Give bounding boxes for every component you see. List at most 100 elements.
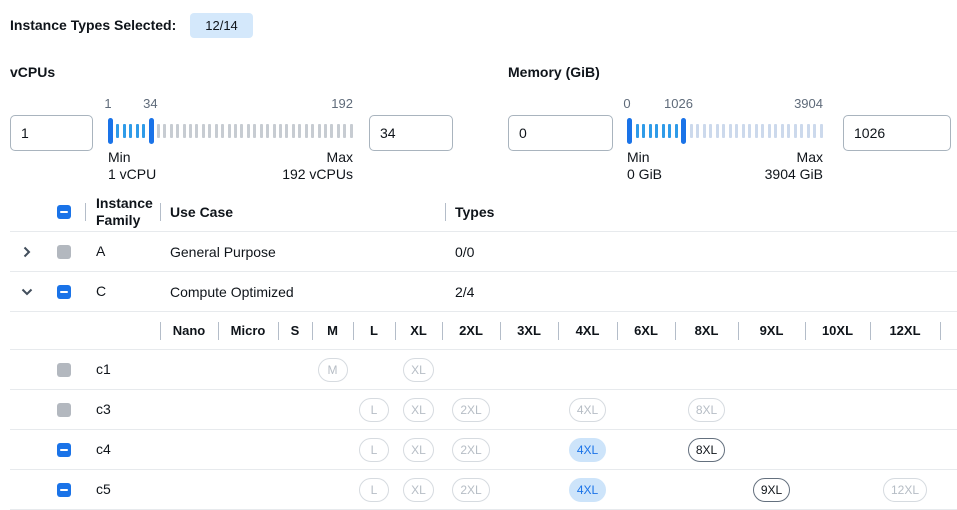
slider-tick (285, 124, 289, 138)
size-pill: 4XL (568, 397, 607, 422)
size-slot: 2XL (442, 390, 500, 429)
slider-tick (129, 124, 133, 138)
slider-tick (266, 124, 270, 138)
row-checkbox-cell (44, 284, 85, 299)
types-count: 2/4 (455, 283, 475, 300)
slider-tick (661, 124, 665, 138)
slider-handle-min[interactable] (627, 118, 632, 144)
slider-tick (806, 124, 810, 138)
memory-slider[interactable]: 0 1026 3904 Min 0 GiB Max 3904 GiB (623, 96, 823, 183)
size-slot (442, 350, 500, 389)
slider-tick (163, 124, 167, 138)
memory-filter: Memory (GiB) 0 1026 3904 Min 0 GiB (508, 64, 951, 183)
size-slot (278, 430, 312, 469)
use-case-column-header: Use Case (160, 204, 445, 220)
slider-tick (214, 124, 218, 138)
size-pill[interactable]: 9XL (752, 477, 791, 502)
row-checkbox-disabled (57, 362, 71, 377)
slider-handle-min[interactable] (108, 118, 113, 144)
slider-tick (330, 124, 334, 138)
vcpu-slider-labels: 1 34 192 (104, 96, 353, 112)
select-all-cell (44, 204, 85, 219)
slider-tick (323, 124, 327, 138)
slider-handle-max[interactable] (681, 118, 687, 144)
size-slot: XL (395, 390, 442, 429)
memory-min-input[interactable] (508, 115, 613, 151)
size-slot (805, 390, 870, 429)
use-case-label: General Purpose (170, 243, 276, 260)
slider-tick (741, 124, 745, 138)
slider-tick (819, 124, 823, 138)
instance-row: c4 L XL 2XL 4XL 8XL (10, 430, 957, 470)
slider-handle-max[interactable] (148, 118, 154, 144)
row-checkbox[interactable] (57, 442, 71, 457)
slider-tick (793, 124, 797, 138)
size-pill: L (359, 437, 389, 462)
size-slot (500, 350, 558, 389)
size-slot (870, 430, 940, 469)
instance-family-label: A (96, 243, 106, 259)
size-slot: M (312, 350, 353, 389)
slider-tick (754, 124, 758, 138)
size-pill[interactable]: 4XL (568, 437, 607, 462)
slider-tick (655, 124, 659, 138)
slider-tick (304, 124, 308, 138)
vcpu-max-input[interactable] (369, 115, 453, 151)
size-column-header: Micro (218, 312, 278, 349)
slider-tick (767, 124, 771, 138)
size-slot: XL (395, 430, 442, 469)
size-slot (312, 430, 353, 469)
row-checkbox-disabled (57, 402, 71, 417)
memory-max-input[interactable] (843, 115, 951, 151)
selected-count-bar: Instance Types Selected: 12/14 (10, 10, 957, 40)
size-column-header: 10XL (805, 312, 870, 349)
slider-from-label: 1 (104, 96, 112, 111)
size-pill[interactable]: 8XL (687, 437, 726, 462)
size-slot: 4XL (558, 430, 617, 469)
vcpu-slider[interactable]: 1 34 192 Min 1 vCPU Max 192 vCPUs (104, 96, 353, 183)
select-all-checkbox[interactable] (57, 204, 71, 219)
slider-tick (253, 124, 257, 138)
expand-row-button[interactable] (10, 244, 44, 260)
selected-count-label: Instance Types Selected: (10, 17, 177, 33)
slider-tick (259, 124, 263, 138)
instance-family-table: Instance Family Use Case Types A General … (10, 192, 957, 510)
slider-tick (156, 124, 160, 138)
size-column-header: L (353, 312, 395, 349)
size-slot (218, 390, 278, 429)
size-pill: 8XL (687, 397, 726, 422)
slider-tick (761, 124, 765, 138)
size-slot: 2XL (442, 430, 500, 469)
slider-tick (780, 124, 784, 138)
row-checkbox[interactable] (57, 482, 71, 497)
slider-tick (343, 124, 347, 138)
size-slot (617, 470, 675, 509)
size-column-header: 4XL (558, 312, 617, 349)
slider-tick (169, 124, 173, 138)
size-pill[interactable]: 4XL (568, 477, 607, 502)
slider-tick (189, 124, 193, 138)
memory-filter-title: Memory (GiB) (508, 64, 600, 80)
instance-row: c5 L XL 2XL 4XL 9XL 12XL (10, 470, 957, 510)
size-slot (805, 430, 870, 469)
instance-family-label: c1 (96, 361, 111, 377)
size-pill: XL (403, 477, 434, 502)
row-checkbox-cell (44, 482, 85, 497)
slider-tick (278, 124, 282, 138)
vcpu-min-input[interactable] (10, 115, 93, 151)
slider-tick (668, 124, 672, 138)
size-column-header: 12XL (870, 312, 940, 349)
slider-tick (774, 124, 778, 138)
collapse-row-button[interactable] (10, 284, 44, 300)
slider-min-value: 0 GiB (627, 166, 663, 182)
size-slot: XL (395, 470, 442, 509)
row-checkbox[interactable] (57, 284, 71, 299)
size-header-spacer (10, 330, 160, 331)
size-slot (675, 350, 738, 389)
slider-tick (709, 124, 713, 138)
size-slot (160, 390, 218, 429)
size-pill: 2XL (452, 437, 490, 462)
slider-tick (234, 124, 238, 138)
size-slot (278, 390, 312, 429)
